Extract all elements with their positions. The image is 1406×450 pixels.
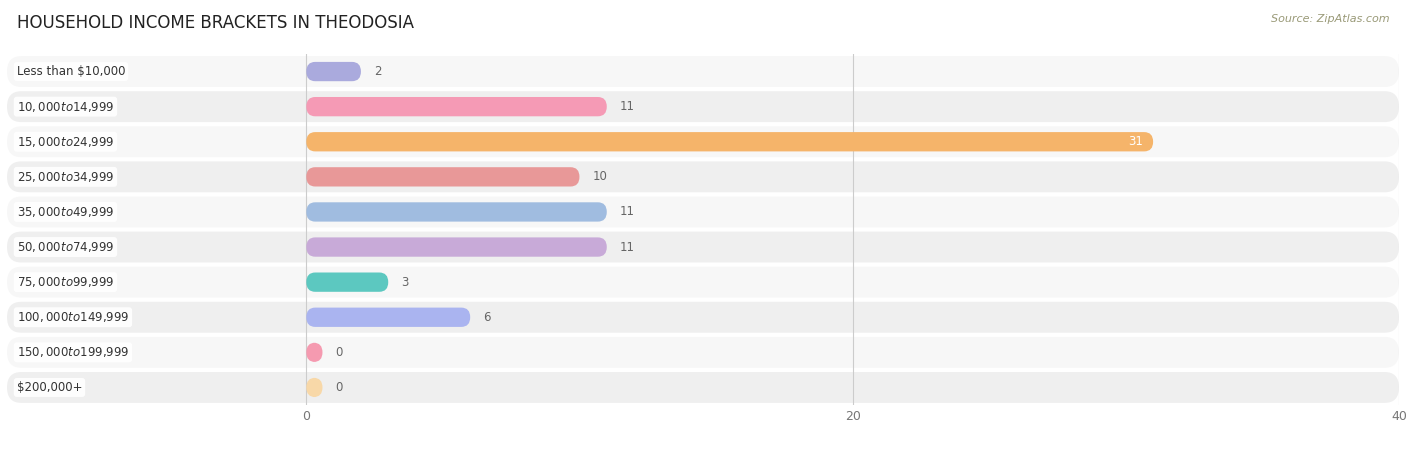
FancyBboxPatch shape xyxy=(307,62,361,81)
FancyBboxPatch shape xyxy=(7,91,1399,122)
Text: $35,000 to $49,999: $35,000 to $49,999 xyxy=(17,205,114,219)
FancyBboxPatch shape xyxy=(7,162,1399,192)
Text: 11: 11 xyxy=(620,100,634,113)
Text: 0: 0 xyxy=(336,346,343,359)
Text: $100,000 to $149,999: $100,000 to $149,999 xyxy=(17,310,129,324)
Text: $150,000 to $199,999: $150,000 to $199,999 xyxy=(17,345,129,360)
FancyBboxPatch shape xyxy=(307,132,1153,151)
Text: Source: ZipAtlas.com: Source: ZipAtlas.com xyxy=(1271,14,1389,23)
FancyBboxPatch shape xyxy=(7,337,1399,368)
Text: $75,000 to $99,999: $75,000 to $99,999 xyxy=(17,275,114,289)
FancyBboxPatch shape xyxy=(7,197,1399,227)
FancyBboxPatch shape xyxy=(307,97,607,116)
FancyBboxPatch shape xyxy=(7,372,1399,403)
Text: Less than $10,000: Less than $10,000 xyxy=(17,65,125,78)
FancyBboxPatch shape xyxy=(7,302,1399,333)
FancyBboxPatch shape xyxy=(7,232,1399,262)
Text: 11: 11 xyxy=(620,206,634,218)
Text: 10: 10 xyxy=(592,171,607,183)
Text: 3: 3 xyxy=(401,276,409,288)
Text: HOUSEHOLD INCOME BRACKETS IN THEODOSIA: HOUSEHOLD INCOME BRACKETS IN THEODOSIA xyxy=(17,14,413,32)
Text: $10,000 to $14,999: $10,000 to $14,999 xyxy=(17,99,114,114)
FancyBboxPatch shape xyxy=(307,238,607,256)
Text: 11: 11 xyxy=(620,241,634,253)
Text: $15,000 to $24,999: $15,000 to $24,999 xyxy=(17,135,114,149)
Text: $50,000 to $74,999: $50,000 to $74,999 xyxy=(17,240,114,254)
FancyBboxPatch shape xyxy=(307,308,470,327)
Text: $200,000+: $200,000+ xyxy=(17,381,82,394)
FancyBboxPatch shape xyxy=(307,343,322,362)
Text: 31: 31 xyxy=(1129,135,1143,148)
FancyBboxPatch shape xyxy=(7,56,1399,87)
FancyBboxPatch shape xyxy=(307,378,322,397)
FancyBboxPatch shape xyxy=(7,267,1399,297)
FancyBboxPatch shape xyxy=(7,126,1399,157)
Text: $25,000 to $34,999: $25,000 to $34,999 xyxy=(17,170,114,184)
Text: 2: 2 xyxy=(374,65,381,78)
FancyBboxPatch shape xyxy=(307,273,388,292)
Text: 6: 6 xyxy=(484,311,491,324)
FancyBboxPatch shape xyxy=(307,167,579,186)
FancyBboxPatch shape xyxy=(307,202,607,221)
Text: 0: 0 xyxy=(336,381,343,394)
